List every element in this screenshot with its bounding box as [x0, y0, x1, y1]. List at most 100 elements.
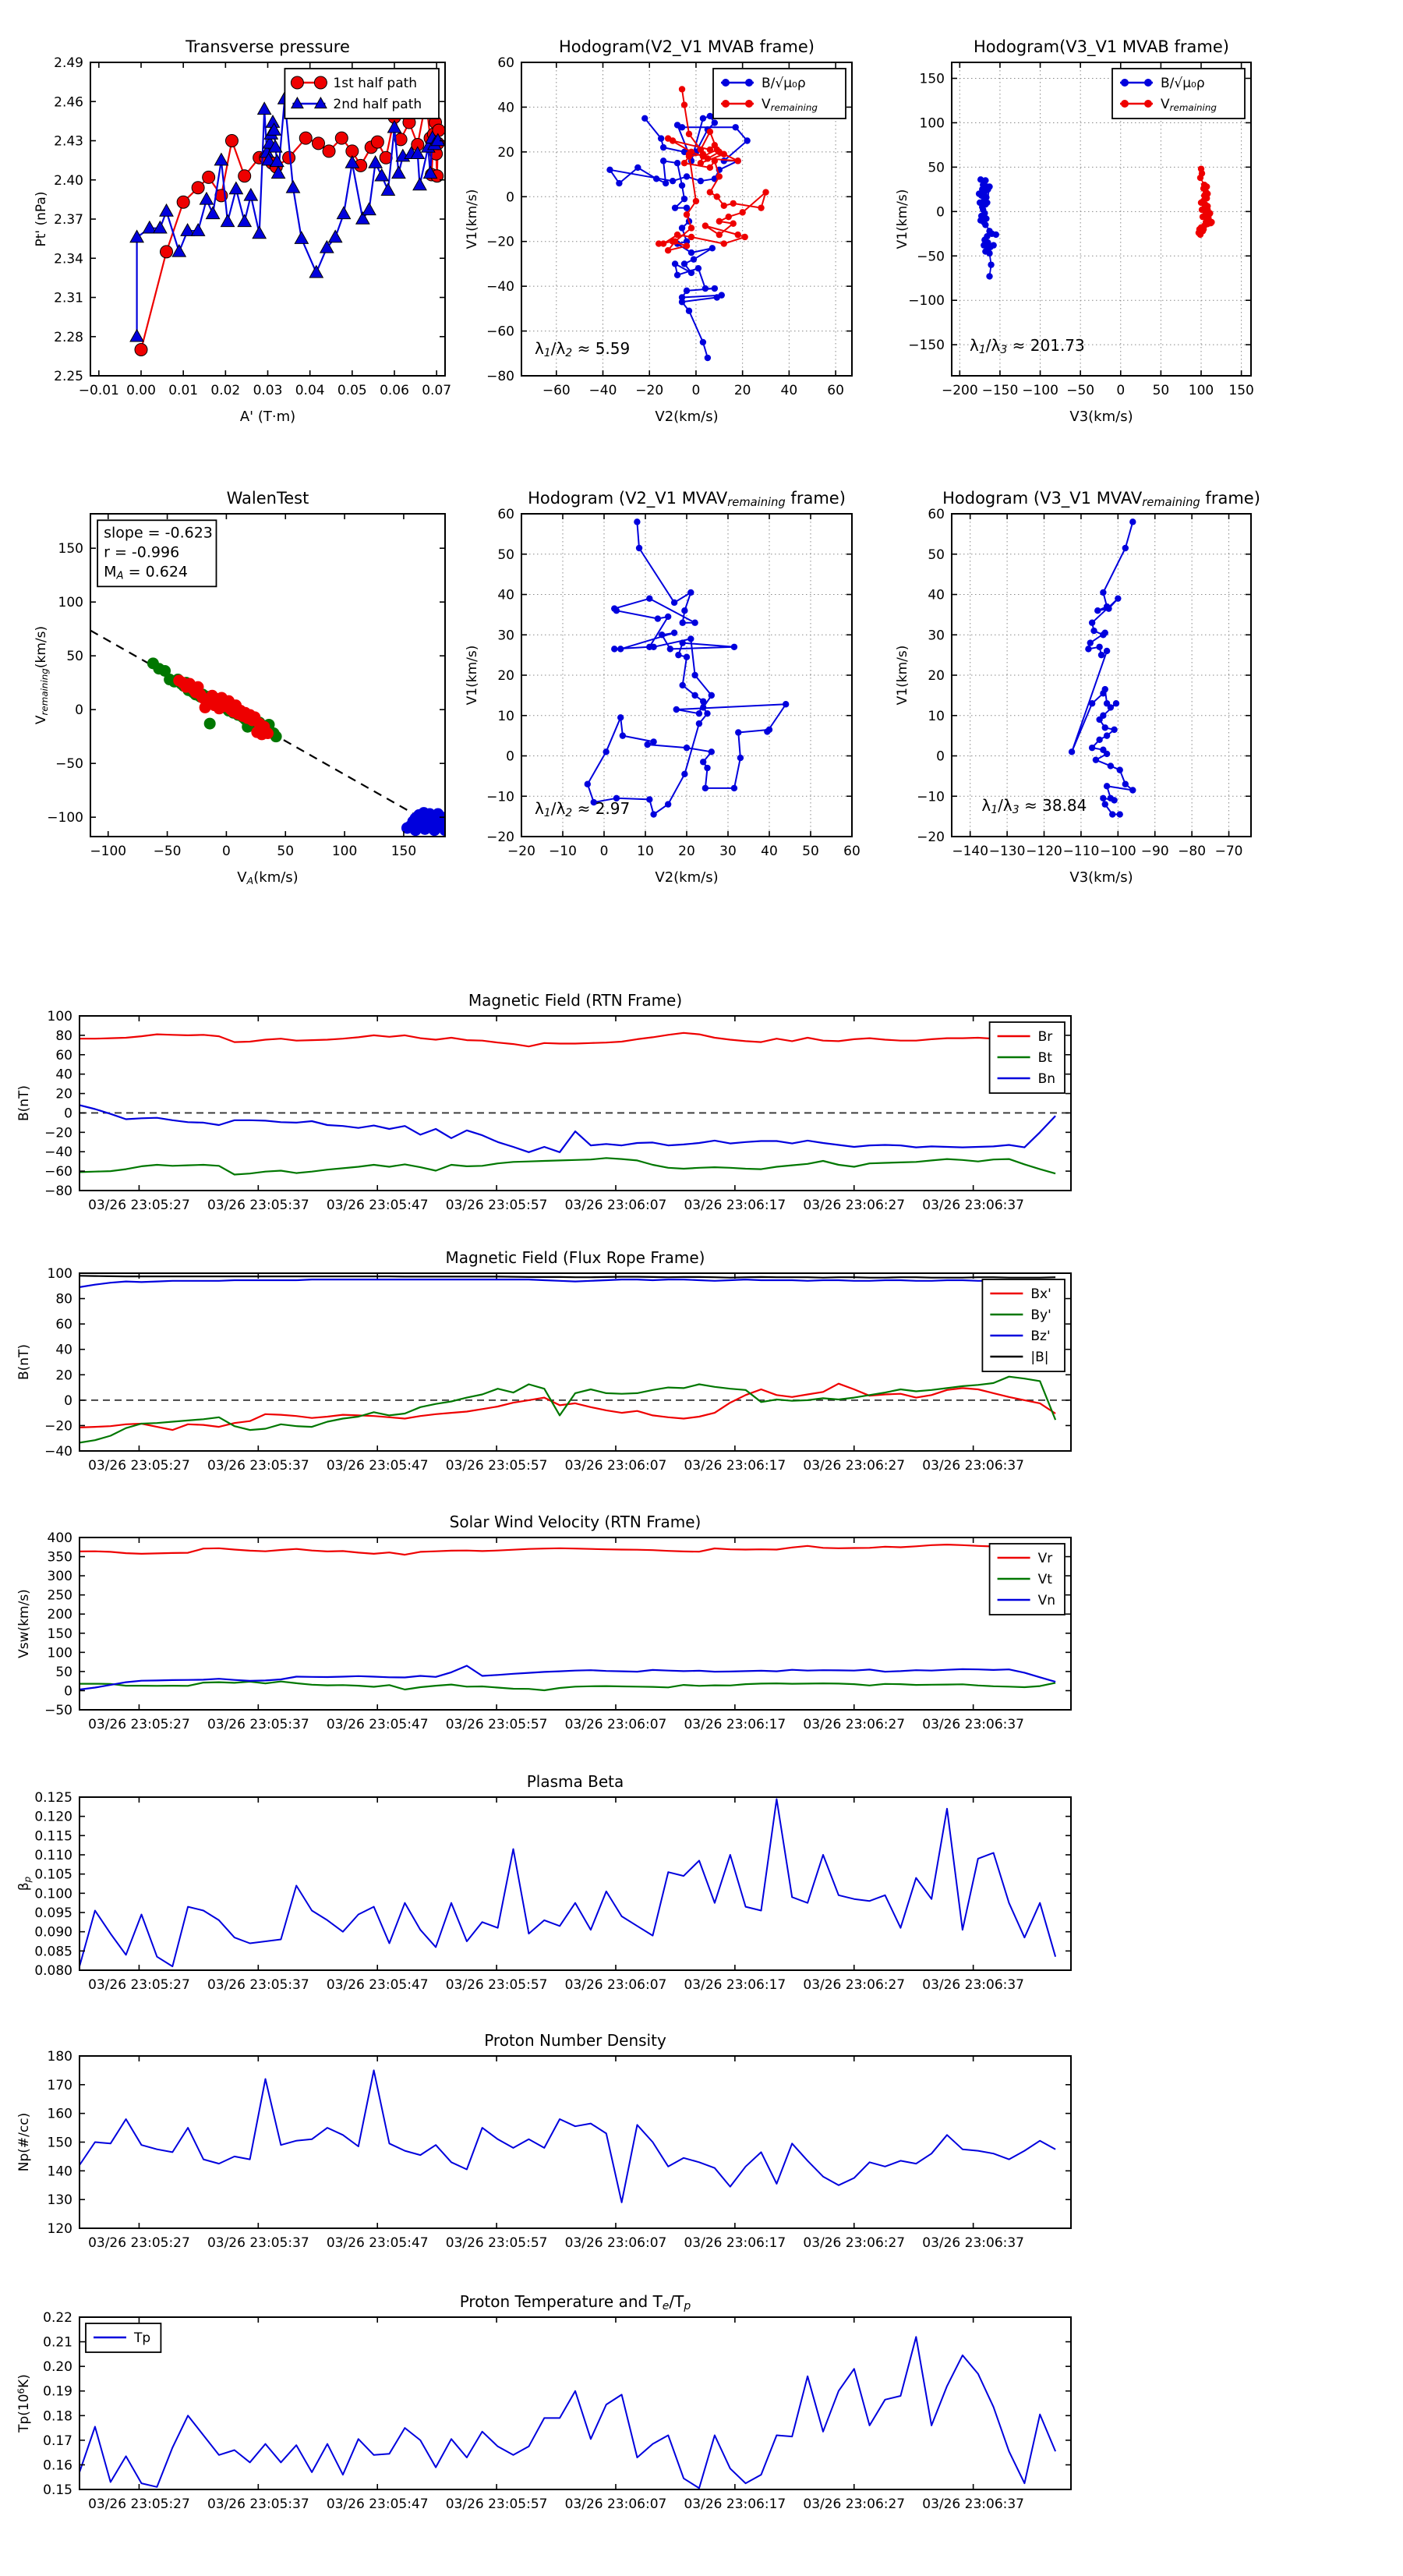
svg-text:0: 0 — [936, 204, 945, 220]
chart-title: Proton Number Density — [484, 2031, 666, 2050]
svg-text:03/26 23:06:27: 03/26 23:06:27 — [803, 1198, 905, 1213]
svg-text:−10: −10 — [486, 789, 514, 805]
svg-text:150: 150 — [58, 541, 83, 557]
svg-text:−100: −100 — [1100, 844, 1136, 859]
svg-text:03/26 23:06:37: 03/26 23:06:37 — [922, 1717, 1024, 1732]
svg-text:−20: −20 — [486, 830, 514, 845]
series-v-path-markers — [584, 518, 790, 818]
tick-marks — [90, 514, 445, 837]
svg-text:120: 120 — [48, 2221, 72, 2237]
svg-text:03/26 23:05:27: 03/26 23:05:27 — [88, 2496, 190, 2512]
x-axis-label: A' (T·m) — [240, 409, 295, 425]
legend-label: Vt — [1038, 1572, 1053, 1587]
svg-text:03/26 23:06:17: 03/26 23:06:17 — [684, 1198, 786, 1213]
svg-text:50: 50 — [55, 1665, 72, 1680]
svg-text:60: 60 — [497, 55, 514, 71]
svg-text:150: 150 — [1228, 383, 1253, 398]
svg-text:03/26 23:05:37: 03/26 23:05:37 — [207, 2235, 309, 2251]
svg-text:80: 80 — [55, 1028, 72, 1044]
svg-text:−50: −50 — [55, 756, 83, 772]
svg-text:03/26 23:06:07: 03/26 23:06:07 — [565, 1717, 667, 1732]
svg-text:03/26 23:06:07: 03/26 23:06:07 — [565, 1458, 667, 1474]
svg-text:−200: −200 — [942, 383, 978, 398]
svg-text:400: 400 — [48, 1530, 72, 1546]
svg-text:03/26 23:06:27: 03/26 23:06:27 — [803, 1717, 905, 1732]
svg-text:03/26 23:05:27: 03/26 23:05:27 — [88, 1458, 190, 1474]
tick-marks — [521, 513, 853, 837]
svg-text:−20: −20 — [635, 383, 663, 398]
annotation: λ1/λ3 ≈ 38.84 — [981, 796, 1087, 816]
chart-title: Transverse pressure — [185, 37, 350, 56]
svg-text:10: 10 — [497, 709, 514, 724]
svg-text:−110: −110 — [1063, 844, 1100, 859]
chart-title: Hodogram (V3_V1 MVAVremaining frame) — [942, 489, 1260, 509]
svg-text:60: 60 — [55, 1048, 72, 1063]
svg-text:0.19: 0.19 — [43, 2384, 72, 2400]
legend: Bx' By' Bz' |B| — [981, 1279, 1066, 1372]
svg-text:03/26 23:06:37: 03/26 23:06:37 — [922, 1198, 1024, 1213]
svg-text:20: 20 — [734, 383, 751, 398]
svg-text:100: 100 — [920, 115, 945, 131]
svg-text:40: 40 — [497, 100, 514, 115]
svg-text:MA = 0.624: MA = 0.624 — [104, 563, 188, 582]
svg-text:0.080: 0.080 — [34, 1963, 72, 1979]
legend-label: Vr — [1038, 1551, 1053, 1566]
svg-text:0.02: 0.02 — [210, 383, 240, 398]
legend-label: Bx' — [1030, 1286, 1051, 1302]
svg-text:03/26 23:05:37: 03/26 23:05:37 — [207, 2496, 309, 2512]
svg-text:0: 0 — [222, 844, 231, 859]
svg-text:03/26 23:05:57: 03/26 23:05:57 — [446, 2496, 548, 2512]
svg-text:140: 140 — [48, 2164, 72, 2179]
magnetic-field-rtn-plot: 03/26 23:05:27 03/26 23:05:37 03/26 23:05:… — [16, 991, 1072, 1213]
tick-marks — [80, 1796, 1071, 1971]
y-axis-label: V1(km/s) — [465, 646, 480, 706]
chart-title: Magnetic Field (RTN Frame) — [468, 991, 682, 1010]
svg-text:−100: −100 — [47, 810, 83, 826]
series-Bmag — [80, 1275, 1056, 1279]
svg-text:−100: −100 — [1022, 383, 1058, 398]
svg-text:40: 40 — [781, 383, 798, 398]
y-axis-label: Vsw(km/s) — [16, 1589, 32, 1658]
tick-marks — [90, 62, 445, 377]
svg-text:03/26 23:05:47: 03/26 23:05:47 — [327, 1198, 429, 1213]
svg-text:30: 30 — [928, 628, 945, 643]
svg-text:03/26 23:05:47: 03/26 23:05:47 — [327, 1977, 429, 1993]
svg-text:03/26 23:05:27: 03/26 23:05:27 — [88, 1977, 190, 1993]
svg-text:20: 20 — [928, 668, 945, 684]
x-axis-label: V2(km/s) — [655, 409, 718, 425]
svg-text:03/26 23:06:17: 03/26 23:06:17 — [684, 1458, 786, 1474]
svg-text:0.085: 0.085 — [34, 1944, 72, 1959]
chart-title: WalenTest — [227, 489, 309, 508]
svg-text:150: 150 — [48, 2135, 72, 2151]
svg-text:−10: −10 — [917, 789, 945, 805]
svg-text:0.04: 0.04 — [295, 383, 325, 398]
y-axis-label: Np(#/cc) — [16, 2113, 32, 2171]
svg-text:03/26 23:06:27: 03/26 23:06:27 — [803, 1977, 905, 1993]
svg-text:03/26 23:06:17: 03/26 23:06:17 — [684, 1977, 786, 1993]
svg-text:50: 50 — [802, 844, 819, 859]
y-axis-label: V1(km/s) — [465, 189, 480, 249]
svg-text:03/26 23:05:57: 03/26 23:05:57 — [446, 1458, 548, 1474]
svg-text:40: 40 — [928, 588, 945, 603]
svg-text:40: 40 — [55, 1067, 72, 1083]
svg-text:−60: −60 — [44, 1164, 72, 1180]
axes-frame — [79, 1537, 1072, 1711]
legend-label: Bz' — [1030, 1329, 1050, 1344]
svg-text:0: 0 — [600, 844, 609, 859]
svg-text:03/26 23:05:57: 03/26 23:05:57 — [446, 1977, 548, 1993]
series-Np — [80, 2069, 1056, 2203]
legend: Br Bt Bn — [988, 1021, 1066, 1094]
svg-text:−50: −50 — [917, 249, 945, 264]
series-Bn — [80, 1104, 1056, 1153]
legend-label: Vn — [1038, 1593, 1055, 1608]
chart-title: Plasma Beta — [527, 1772, 624, 1791]
svg-text:−140: −140 — [952, 844, 988, 859]
magnetic-field-flux-rope-plot: 03/26 23:05:27 03/26 23:05:37 03/26 23:05:… — [16, 1248, 1072, 1474]
chart-title: Hodogram(V2_V1 MVAB frame) — [559, 37, 815, 57]
svg-text:20: 20 — [497, 668, 514, 684]
hodogram-v2v1-mvab-plot: −60 −40 −20 0 20 40 60 −80 −60 −40 −20 0 20 40 60 Hodog… — [465, 37, 853, 425]
y-axis-label: Tp(106K) — [16, 2374, 32, 2433]
svg-text:−80: −80 — [1178, 844, 1206, 859]
svg-text:130: 130 — [48, 2192, 72, 2208]
